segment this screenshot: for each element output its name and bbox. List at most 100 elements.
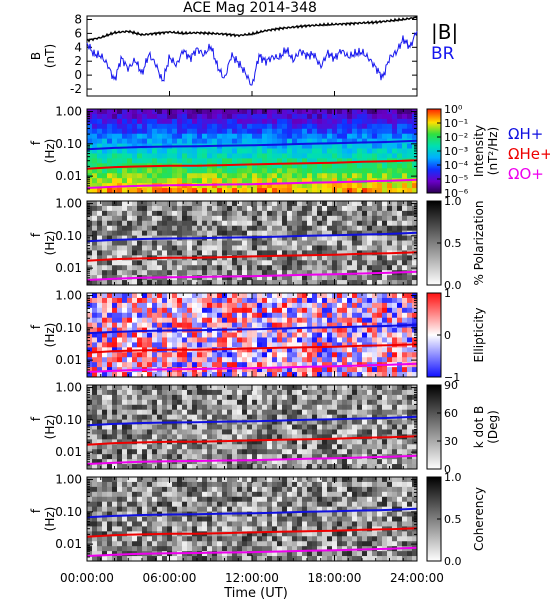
heatmap-cell [92, 143, 98, 149]
heatmap-cell [172, 302, 178, 309]
heatmap-cell [107, 275, 113, 281]
heatmap-cell [227, 459, 233, 465]
heatmap-cell [122, 362, 128, 368]
heatmap-cell [172, 444, 178, 450]
heatmap-cell [177, 352, 183, 358]
b-ytick-label: 0 [74, 68, 82, 82]
heatmap-cell [302, 205, 308, 212]
heatmap-cell [312, 464, 318, 470]
heatmap-cell [277, 434, 283, 440]
heatmap-cell [257, 419, 263, 425]
heatmap-cell [237, 260, 243, 266]
heatmap-cell [217, 322, 223, 328]
heatmap-cell [242, 250, 248, 256]
heatmap-cell [332, 399, 338, 406]
heatmap-cell [232, 220, 238, 227]
heatmap-cell [297, 424, 303, 430]
heatmap-cell [162, 205, 168, 212]
heatmap-cell [112, 449, 118, 455]
heatmap-cell [377, 118, 383, 125]
heatmap-cell [357, 307, 363, 314]
heatmap-cell [142, 138, 148, 144]
colorbar-unit: (nT²/Hz) [486, 127, 500, 175]
heatmap-cell [172, 240, 178, 246]
heatmap-cell [202, 414, 208, 420]
heatmap-cell [237, 429, 243, 435]
heatmap-cell [102, 210, 108, 217]
heatmap-cell [122, 148, 128, 154]
heatmap-cell [337, 153, 343, 159]
heatmap-cell [297, 327, 303, 333]
heatmap-cell [97, 153, 103, 159]
heatmap-cell [92, 297, 98, 304]
heatmap-cell [202, 178, 208, 184]
heatmap-cell [247, 367, 253, 373]
heatmap-cell [107, 240, 113, 246]
heatmap-cell [402, 317, 408, 324]
heatmap-cell [162, 265, 168, 271]
heatmap-cell [247, 280, 253, 286]
heatmap-cell [282, 332, 288, 338]
heatmap-cell [412, 464, 418, 470]
heatmap-cell [252, 302, 258, 309]
heatmap-cell [267, 265, 273, 271]
heatmap-cell [97, 444, 103, 450]
heatmap-cell [167, 250, 173, 256]
heatmap-cell [237, 409, 243, 416]
heatmap-cell [382, 260, 388, 266]
heatmap-cell [357, 265, 363, 271]
heatmap-cell [227, 297, 233, 304]
heatmap-cell [327, 312, 333, 319]
heatmap-cell [177, 449, 183, 455]
heatmap-cell [292, 225, 298, 232]
heatmap-cell [367, 352, 373, 358]
heatmap-cell [152, 312, 158, 319]
heatmap-cell [212, 389, 218, 396]
heatmap-cell [207, 297, 213, 304]
heatmap-cell [272, 302, 278, 309]
heatmap-cell [322, 347, 328, 353]
heatmap-cell [242, 225, 248, 232]
heatmap-cell [182, 362, 188, 368]
heatmap-cell [112, 138, 118, 144]
heatmap-cell [392, 143, 398, 149]
heatmap-cell [332, 332, 338, 338]
heatmap-cell [397, 118, 403, 125]
heatmap-cell [177, 205, 183, 212]
heatmap-cell [167, 404, 173, 411]
heatmap-cell [127, 128, 133, 135]
heatmap-cell [127, 265, 133, 271]
heatmap-cell [102, 188, 108, 194]
heatmap-cell [112, 389, 118, 396]
heatmap-cell [362, 317, 368, 324]
heatmap-cell [167, 297, 173, 304]
heatmap-cell [307, 389, 313, 396]
heatmap-cell [192, 297, 198, 304]
heatmap-cell [332, 128, 338, 135]
heatmap-cell [242, 389, 248, 396]
heatmap-cell [397, 394, 403, 401]
heatmap-cell [307, 113, 313, 120]
heatmap-cell [257, 372, 263, 378]
heatmap-cell [267, 240, 273, 246]
heatmap-cell [287, 337, 293, 343]
heatmap-cell [127, 454, 133, 460]
heatmap-cell [102, 439, 108, 445]
heatmap-cell [322, 342, 328, 348]
heatmap-cell [367, 230, 373, 236]
heatmap-cell [247, 230, 253, 236]
heatmap-cell [132, 138, 138, 144]
heatmap-cell [412, 143, 418, 149]
heatmap-cell [337, 265, 343, 271]
heatmap-cell [272, 372, 278, 378]
heatmap-cell [277, 163, 283, 169]
heatmap-cell [207, 178, 213, 184]
heatmap-cell [97, 293, 103, 299]
heatmap-cell [132, 260, 138, 266]
heatmap-cell [327, 347, 333, 353]
heatmap-cell [167, 240, 173, 246]
heatmap-cell [317, 444, 323, 450]
heatmap-cell [182, 230, 188, 236]
heatmap-cell [392, 260, 398, 266]
